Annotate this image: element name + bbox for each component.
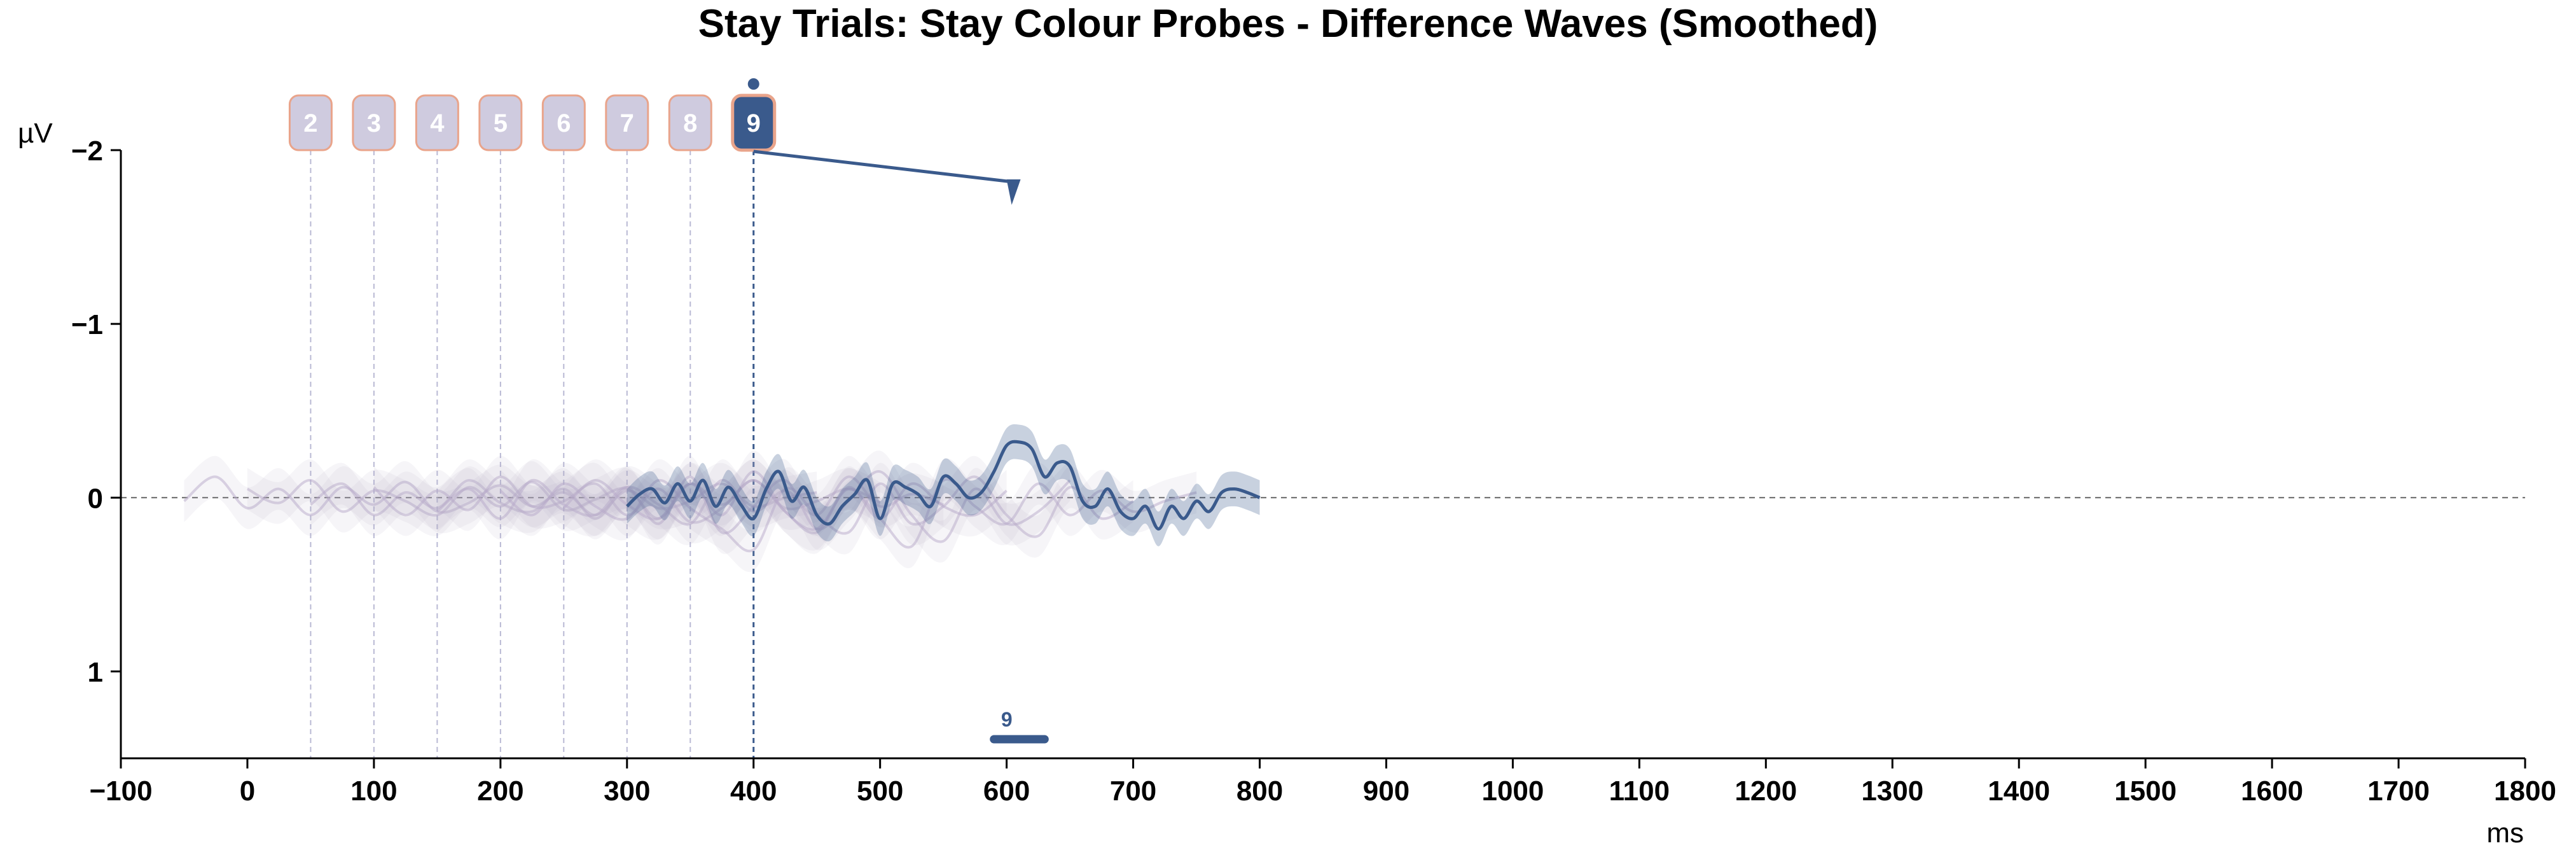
- y-tick-label: 1: [88, 657, 103, 688]
- x-tick-label: 900: [1363, 775, 1409, 807]
- probe-pointer-line: [753, 149, 1013, 184]
- ci-band-probe-9: [627, 424, 1260, 546]
- probe-badge-label-8: 8: [683, 109, 697, 137]
- x-tick-label: 100: [350, 775, 397, 807]
- series-line-probe-6: [436, 470, 1071, 543]
- x-tick-label: 1500: [2114, 775, 2177, 807]
- significance-label-9: 9: [1001, 708, 1013, 731]
- x-tick-label: 700: [1110, 775, 1156, 807]
- x-axis-label: ms: [2486, 817, 2524, 849]
- y-tick-label: 0: [88, 483, 103, 514]
- x-tick-label: 1100: [1609, 775, 1670, 807]
- probe-badge-label-7: 7: [620, 109, 634, 137]
- y-axis-label: µV: [18, 118, 53, 149]
- probe-badge-label-4: 4: [430, 109, 445, 137]
- probe-badge-label-2: 2: [303, 109, 317, 137]
- x-tick-label: 1300: [1861, 775, 1923, 807]
- x-tick-label: 200: [477, 775, 523, 807]
- x-tick-label: 1400: [1988, 775, 2050, 807]
- probe-badge-2: [288, 94, 333, 151]
- probe-badge-8: [668, 94, 712, 151]
- probe-badge-5: [478, 94, 523, 151]
- series-line-probe-9: [626, 440, 1261, 531]
- probe-badge-7: [605, 94, 649, 151]
- probe-badge-label-3: 3: [367, 109, 381, 137]
- x-tick-label: 600: [983, 775, 1030, 807]
- chart-title: Stay Trials: Stay Colour Probes - Differ…: [698, 2, 1878, 46]
- probe-pointer-arrowhead: [1006, 179, 1021, 205]
- x-tick-label: 1000: [1481, 775, 1544, 807]
- ci-band-probe-2: [184, 455, 817, 536]
- x-tick-label: 1600: [2241, 775, 2303, 807]
- ci-band-probe-3: [247, 459, 880, 539]
- x-tick-label: 500: [857, 775, 903, 807]
- x-tick-label: 800: [1236, 775, 1283, 807]
- x-tick-label: 1800: [2494, 775, 2556, 807]
- active-probe-marker: [747, 78, 759, 90]
- x-tick-label: 0: [240, 775, 255, 807]
- probe-badge-3: [352, 94, 396, 151]
- x-tick-label: 1200: [1735, 775, 1797, 807]
- x-tick-label: 400: [730, 775, 777, 807]
- x-tick-label: 300: [604, 775, 650, 807]
- probe-badge-9: [731, 94, 777, 152]
- probe-badge-label-9: 9: [747, 109, 761, 137]
- probe-badge-4: [415, 94, 459, 151]
- ci-band-probe-8: [564, 450, 1197, 569]
- x-tick-label: 1700: [2367, 775, 2430, 807]
- ci-band-probe-4: [310, 455, 944, 545]
- ci-band-probe-5: [373, 455, 1007, 554]
- probe-badge-label-5: 5: [494, 109, 508, 137]
- x-tick-label: −100: [89, 775, 152, 807]
- probe-badge-label-6: 6: [557, 109, 571, 137]
- probe-badge-6: [541, 94, 586, 151]
- y-tick-label: −2: [71, 136, 103, 167]
- y-tick-label: −1: [71, 309, 103, 340]
